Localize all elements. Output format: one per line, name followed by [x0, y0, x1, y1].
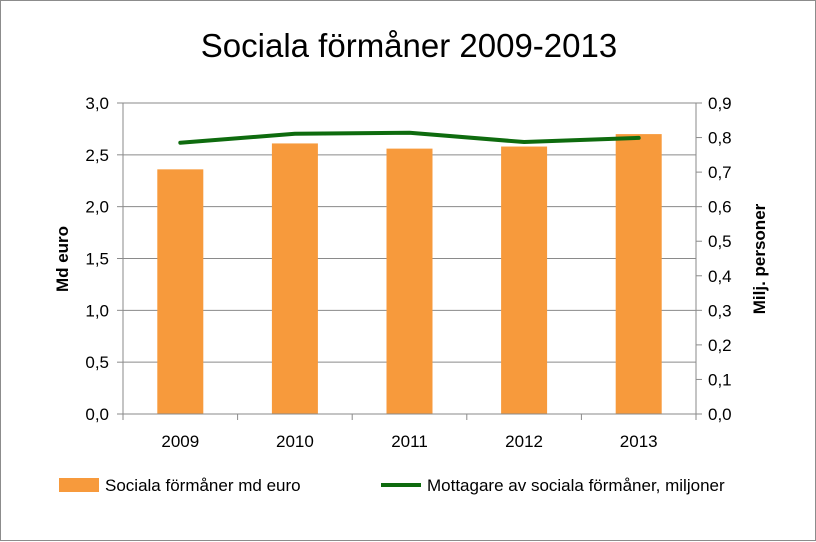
- x-tick-label: 2010: [276, 432, 314, 451]
- y2-tick-label: 0,6: [708, 198, 732, 217]
- x-tick-label: 2011: [391, 432, 428, 451]
- bar: [501, 146, 548, 415]
- bar: [271, 143, 318, 414]
- bar: [615, 134, 662, 414]
- y-tick-label: 1,5: [85, 250, 109, 269]
- y-axis-title: Md euro: [53, 226, 72, 292]
- bar-series: [157, 134, 662, 415]
- x-tick-label: 2013: [620, 432, 658, 451]
- y-tick-label: 0,5: [85, 353, 109, 372]
- legend: Sociala förmåner md euro Mottagare av so…: [59, 476, 725, 495]
- line-path: [178, 130, 641, 145]
- y2-tick-label: 0,4: [708, 267, 732, 286]
- y2-tick-label: 0,9: [708, 94, 732, 113]
- left-axis-ticks: 0,0 0,5 1,0 1,5 2,0 2,5 3,0: [85, 94, 109, 424]
- chart-title: Sociala förmåner 2009-2013: [201, 27, 617, 64]
- y2-tick-label: 0,3: [708, 301, 732, 320]
- axes: [117, 102, 702, 420]
- y2-tick-label: 0,0: [708, 405, 732, 424]
- y-tick-label: 2,0: [85, 198, 109, 217]
- right-axis-ticks: 0,0 0,1 0,2 0,3 0,4 0,5 0,6 0,7 0,8 0,9: [708, 94, 732, 424]
- line-series: [178, 130, 641, 145]
- bar: [157, 169, 204, 414]
- y2-tick-label: 0,8: [708, 129, 732, 148]
- bar: [386, 148, 433, 414]
- y2-axis-title: Milj. personer: [750, 203, 769, 314]
- y2-tick-label: 0,2: [708, 336, 732, 355]
- legend-label-line: Mottagare av sociala förmåner, miljoner: [427, 476, 725, 495]
- y-tick-label: 2,5: [85, 146, 109, 165]
- x-axis-ticks: 2009 2010 2011 2012 2013: [161, 432, 657, 451]
- y2-tick-label: 0,7: [708, 163, 732, 182]
- y2-tick-label: 0,5: [708, 232, 732, 251]
- legend-swatch-bar: [59, 478, 99, 492]
- y-tick-label: 3,0: [85, 94, 109, 113]
- x-tick-label: 2009: [161, 432, 199, 451]
- y-tick-label: 0,0: [85, 405, 109, 424]
- x-tick-label: 2012: [505, 432, 543, 451]
- y-tick-label: 1,0: [85, 301, 109, 320]
- legend-label-bar: Sociala förmåner md euro: [105, 476, 301, 495]
- y2-tick-label: 0,1: [708, 370, 732, 389]
